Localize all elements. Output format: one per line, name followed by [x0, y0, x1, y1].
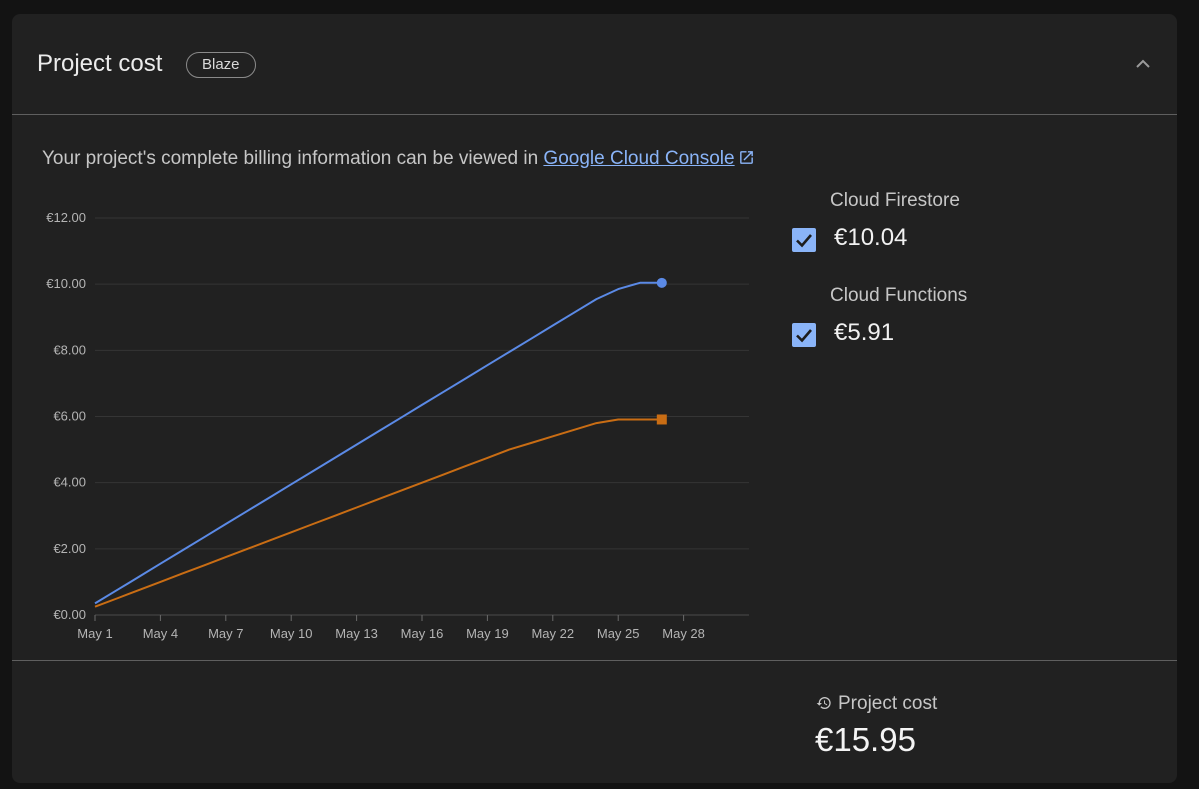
legend-item-firestore: Cloud Firestore €10.04 [792, 186, 1092, 281]
x-tick-label: May 4 [143, 626, 178, 641]
x-tick-label: May 16 [401, 626, 444, 641]
x-tick-label: May 1 [77, 626, 112, 641]
card-footer: Project cost €15.95 [12, 660, 1177, 783]
y-axis: €0.00 €2.00 €4.00 €6.00 €8.00 €10.00 €12.00 [46, 210, 86, 622]
collapse-button[interactable] [1131, 52, 1155, 76]
card-title: Project cost [37, 50, 163, 77]
x-tick-label: May 13 [335, 626, 378, 641]
series-line-functions [94, 418, 662, 608]
footer-label-text: Project cost [838, 693, 938, 714]
cost-chart: €0.00 €2.00 €4.00 €6.00 €8.00 €10.00 €12.00 Ma… [46, 210, 749, 641]
x-tick-label: May 19 [466, 626, 509, 641]
chevron-up-icon [1136, 59, 1150, 68]
x-tick-label: May 22 [531, 626, 574, 641]
chart-series [94, 277, 667, 608]
functions-checkbox[interactable] [792, 323, 816, 347]
series-endpoint-marker [656, 414, 667, 425]
series-line-firestore [94, 281, 662, 605]
google-cloud-console-link[interactable]: Google Cloud Console [543, 148, 735, 169]
x-tick-label: May 25 [597, 626, 640, 641]
legend-label-functions: Cloud Functions [830, 285, 968, 306]
series-endpoint-marker [656, 277, 667, 288]
y-tick-label: €6.00 [53, 409, 86, 424]
legend-value-functions: €5.91 [834, 319, 895, 346]
check-icon [796, 329, 812, 343]
footer-label: Project cost [816, 693, 937, 715]
project-cost-card: Project cost Blaze Your project's comple… [12, 14, 1177, 783]
y-tick-label: €4.00 [53, 475, 86, 490]
y-tick-label: €12.00 [46, 210, 86, 225]
x-tick-label: May 28 [662, 626, 705, 641]
x-axis: May 1 May 4 May 7 May 10 May 13 May 16 May 19 M… [77, 615, 705, 641]
x-tick-label: May 10 [270, 626, 313, 641]
billing-info: Your project's complete billing informat… [42, 148, 755, 172]
history-icon [816, 697, 831, 709]
y-tick-label: €10.00 [46, 276, 86, 291]
y-tick-label: €8.00 [53, 342, 86, 357]
legend-value-firestore: €10.04 [834, 224, 908, 251]
total-cost: €15.95 [815, 721, 916, 758]
card-header: Project cost Blaze [12, 14, 1177, 115]
legend-label-firestore: Cloud Firestore [830, 190, 960, 211]
y-tick-label: €2.00 [53, 541, 86, 556]
billing-info-text: Your project's complete billing informat… [42, 148, 544, 169]
firestore-checkbox[interactable] [792, 228, 816, 252]
y-tick-label: €0.00 [53, 607, 86, 622]
legend-item-functions: Cloud Functions €5.91 [792, 281, 1092, 376]
external-link-icon[interactable] [738, 149, 755, 172]
check-icon [796, 234, 812, 248]
x-tick-label: May 7 [208, 626, 243, 641]
legend: Cloud Firestore €10.04 Cloud Functions €… [792, 186, 1092, 376]
chart-grid [95, 217, 749, 616]
plan-badge: Blaze [186, 52, 256, 78]
